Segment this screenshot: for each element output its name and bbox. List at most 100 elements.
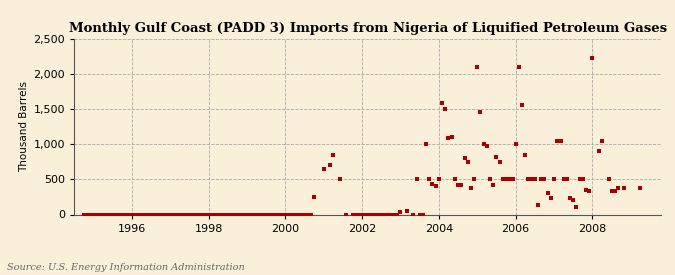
Point (376, 212, 387, 217)
Point (225, 212, 236, 217)
Point (443, 136, 454, 141)
Point (319, 167, 329, 172)
Point (360, 212, 371, 217)
Point (488, 183, 499, 187)
Point (334, 177, 345, 182)
Point (421, 142, 431, 146)
Point (187, 212, 198, 217)
Point (350, 212, 361, 217)
Point (264, 212, 275, 217)
Point (203, 212, 214, 217)
Point (389, 212, 400, 217)
Point (82, 212, 92, 217)
Point (479, 142, 489, 146)
Point (431, 184, 441, 189)
Point (222, 212, 233, 217)
Point (88, 212, 99, 217)
Point (251, 212, 262, 217)
Point (120, 212, 131, 217)
Point (267, 212, 278, 217)
Point (178, 212, 188, 217)
Point (577, 177, 588, 182)
Point (78, 212, 89, 217)
Point (299, 212, 310, 217)
Point (584, 189, 595, 194)
Point (308, 194, 319, 199)
Point (328, 152, 339, 157)
Point (513, 64, 524, 69)
Point (603, 177, 614, 182)
Point (98, 212, 109, 217)
Point (504, 177, 514, 182)
Point (414, 212, 425, 217)
Point (635, 186, 646, 191)
Point (190, 212, 201, 217)
Point (491, 155, 502, 159)
Point (210, 212, 221, 217)
Point (542, 191, 553, 196)
Point (142, 212, 153, 217)
Point (526, 177, 537, 182)
Point (363, 212, 374, 217)
Point (523, 177, 534, 182)
Point (485, 177, 495, 182)
Point (155, 212, 166, 217)
Point (133, 212, 144, 217)
Point (497, 177, 508, 182)
Point (238, 212, 249, 217)
Point (162, 212, 173, 217)
Point (571, 205, 582, 210)
Point (242, 212, 252, 217)
Point (165, 212, 176, 217)
Point (510, 142, 521, 146)
Point (104, 212, 115, 217)
Point (555, 138, 566, 143)
Point (152, 212, 163, 217)
Point (494, 160, 505, 164)
Point (293, 212, 304, 217)
Point (296, 212, 307, 217)
Point (325, 163, 335, 167)
Point (562, 177, 572, 182)
Point (258, 212, 269, 217)
Point (469, 177, 480, 182)
Point (341, 212, 352, 217)
Point (520, 153, 531, 158)
Point (232, 212, 243, 217)
Point (610, 189, 620, 194)
Point (453, 183, 464, 187)
Point (613, 186, 624, 190)
Point (114, 212, 125, 217)
Point (472, 64, 483, 69)
Point (517, 103, 528, 107)
Point (580, 188, 591, 192)
Point (107, 212, 118, 217)
Point (283, 212, 294, 217)
Point (568, 197, 578, 202)
Point (216, 212, 227, 217)
Point (302, 212, 313, 217)
Point (606, 188, 617, 193)
Point (146, 212, 157, 217)
Point (558, 177, 569, 182)
Point (408, 212, 418, 217)
Point (207, 212, 217, 217)
Point (417, 212, 428, 217)
Point (507, 177, 518, 182)
Point (545, 196, 556, 200)
Point (181, 212, 192, 217)
Point (456, 183, 466, 187)
Point (235, 212, 246, 217)
Point (95, 212, 105, 217)
Point (244, 212, 255, 217)
Point (229, 212, 240, 217)
Point (385, 212, 396, 217)
Point (280, 212, 291, 217)
Point (392, 212, 403, 217)
Point (196, 212, 207, 217)
Y-axis label: Thousand Barrels: Thousand Barrels (20, 81, 30, 172)
Point (437, 101, 448, 106)
Point (475, 110, 486, 115)
Point (110, 212, 121, 217)
Point (501, 177, 512, 182)
